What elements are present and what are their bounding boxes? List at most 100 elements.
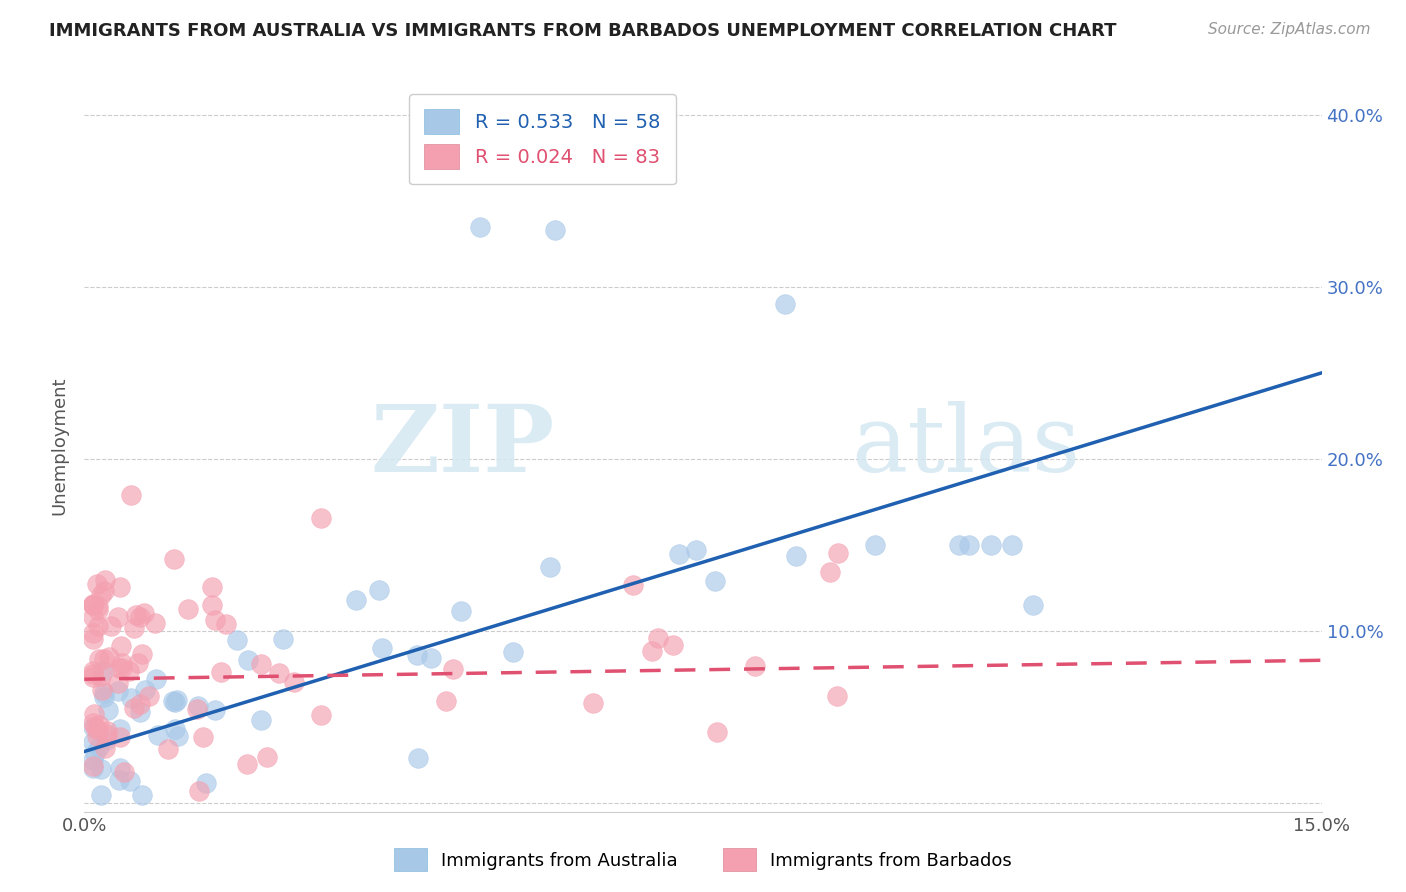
- Point: [111, 661, 134, 675]
- Point: [775, 297, 797, 311]
- Point: [108, 730, 131, 744]
- Point: [143, 616, 166, 631]
- Point: [91, 682, 114, 697]
- Text: IMMIGRANTS FROM AUSTRALIA VS IMMIGRANTS FROM BARBADOS UNEMPLOYMENT CORRELATION C: IMMIGRANTS FROM AUSTRALIA VS IMMIGRANTS …: [49, 22, 1116, 40]
- Point: [236, 756, 259, 771]
- Point: [163, 723, 186, 737]
- Point: [107, 684, 129, 698]
- Point: [538, 560, 561, 574]
- Point: [96, 732, 118, 747]
- Point: [110, 762, 132, 776]
- Point: [225, 633, 247, 648]
- Point: [111, 657, 134, 671]
- Point: [89, 669, 111, 683]
- Point: [502, 645, 524, 659]
- Point: [129, 610, 152, 624]
- Point: [191, 730, 214, 744]
- Point: [131, 788, 153, 802]
- Text: Source: ZipAtlas.com: Source: ZipAtlas.com: [1208, 22, 1371, 37]
- Point: [90, 788, 112, 802]
- Point: [309, 708, 332, 723]
- Point: [167, 729, 190, 743]
- Point: [543, 223, 565, 237]
- Point: [582, 696, 605, 710]
- Point: [134, 606, 156, 620]
- Point: [250, 714, 273, 728]
- Point: [89, 652, 111, 666]
- Text: atlas: atlas: [852, 401, 1081, 491]
- Point: [120, 690, 142, 705]
- Point: [90, 588, 112, 602]
- Point: [107, 676, 129, 690]
- Point: [83, 706, 105, 721]
- Point: [107, 773, 129, 788]
- Point: [662, 638, 685, 652]
- Point: [122, 621, 145, 635]
- Point: [201, 580, 224, 594]
- Point: [146, 728, 169, 742]
- Point: [83, 746, 105, 760]
- Point: [90, 762, 112, 776]
- Point: [82, 719, 104, 733]
- Legend: R = 0.533   N = 58, R = 0.024   N = 83: R = 0.533 N = 58, R = 0.024 N = 83: [409, 94, 676, 185]
- Point: [124, 607, 146, 622]
- Point: [1000, 538, 1022, 552]
- Point: [269, 666, 291, 681]
- Point: [236, 653, 259, 667]
- Point: [177, 602, 200, 616]
- Point: [93, 690, 115, 704]
- Point: [621, 578, 644, 592]
- Point: [82, 597, 104, 611]
- Point: [107, 609, 129, 624]
- Point: [134, 683, 156, 698]
- Point: [82, 599, 104, 613]
- Point: [957, 538, 980, 552]
- Point: [86, 576, 108, 591]
- Point: [162, 551, 184, 566]
- Point: [744, 658, 766, 673]
- Point: [420, 651, 443, 665]
- Point: [145, 672, 167, 686]
- Point: [82, 610, 104, 624]
- Point: [120, 488, 142, 502]
- Point: [93, 584, 115, 599]
- Point: [215, 616, 238, 631]
- Point: [434, 694, 457, 708]
- Point: [89, 739, 111, 754]
- Point: [825, 689, 848, 703]
- Point: [187, 698, 209, 713]
- Point: [827, 546, 849, 560]
- Point: [668, 547, 690, 561]
- Point: [204, 613, 226, 627]
- Point: [87, 603, 110, 617]
- Point: [273, 632, 295, 647]
- Point: [641, 643, 664, 657]
- Point: [195, 776, 218, 790]
- Point: [108, 580, 131, 594]
- Point: [706, 725, 728, 739]
- Point: [86, 730, 108, 744]
- Point: [82, 625, 104, 640]
- Point: [118, 774, 141, 789]
- Point: [371, 641, 394, 656]
- Point: [117, 664, 139, 678]
- Point: [82, 665, 104, 679]
- Point: [131, 647, 153, 661]
- Point: [87, 717, 110, 731]
- Point: [82, 759, 104, 773]
- Point: [157, 742, 180, 756]
- Point: [785, 549, 807, 564]
- Point: [82, 670, 104, 684]
- Point: [93, 741, 115, 756]
- Point: [165, 694, 187, 708]
- Point: [470, 219, 492, 234]
- Point: [110, 722, 132, 736]
- Point: [82, 735, 104, 749]
- Point: [818, 565, 841, 579]
- Point: [162, 694, 184, 708]
- Point: [108, 661, 131, 675]
- Point: [138, 690, 160, 704]
- Point: [97, 703, 120, 717]
- Point: [201, 599, 224, 613]
- Y-axis label: Unemployment: Unemployment: [51, 376, 69, 516]
